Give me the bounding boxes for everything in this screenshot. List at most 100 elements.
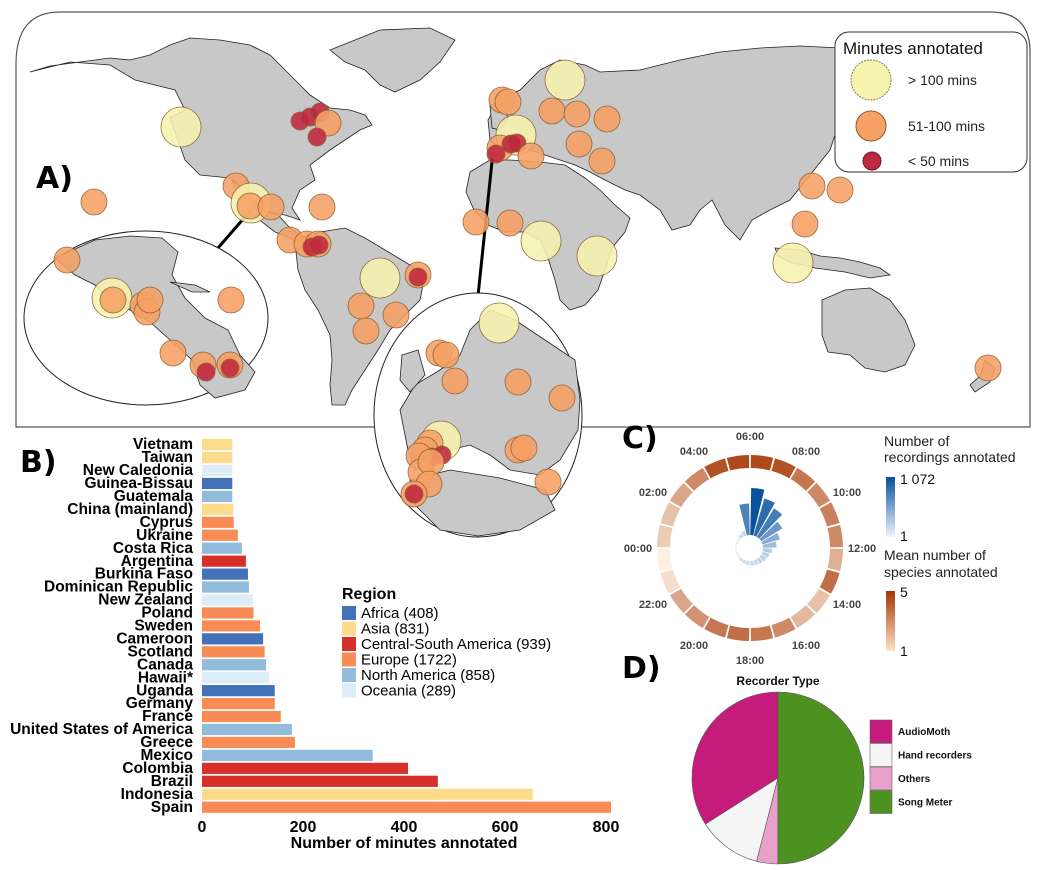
bar-category-label: Guatemala [114,488,194,505]
bar [202,607,254,619]
recordings-bar [742,559,747,564]
bar [202,542,242,554]
hour-label: 10:00 [833,487,861,499]
map-marker-medium [352,317,380,345]
hour-label: 12:00 [848,543,876,555]
bar [202,464,233,477]
recordings-scale-title-line2: recordings annotated [884,449,1016,465]
hour-label: 18:00 [736,655,764,667]
species-ring-segment [684,467,710,491]
species-scale-min: 1 [900,643,908,659]
bar-category-label: Hawaii* [138,669,194,686]
region-legend-swatch [342,668,356,682]
recordings-bar [741,530,747,537]
bar-category-label: Cyprus [140,514,193,531]
panel-label-b: B) [20,445,57,480]
bar [202,568,248,580]
recordings-bar [734,548,738,552]
x-tick-label: 400 [391,819,418,836]
map-legend-label-small: < 50 mins [908,153,969,169]
map-marker-medium [432,341,460,369]
map-marker-medium [565,130,593,158]
bar [202,594,254,606]
bar [202,633,264,645]
map-marker-medium [593,105,621,133]
bar [202,685,275,697]
hour-label: 06:00 [736,431,764,443]
pie-legend-label: Others [898,774,931,785]
map-marker-large [520,220,562,262]
map-marker-medium [494,88,522,116]
pie-slices [691,691,865,865]
bar-category-label: Sweden [134,618,193,635]
bar-category-label: Spain [151,799,193,816]
recordings-bar [759,554,767,562]
hour-label: 00:00 [624,543,652,555]
pie-slice [777,691,865,865]
bar-category-label: China (mainland) [67,501,193,518]
region-legend-swatch [342,683,356,698]
species-ring-segment [819,569,840,594]
map-marker-medium [517,142,545,170]
species-ring-segment [660,502,681,527]
species-ring-segment [790,605,816,629]
bar-category-label: Burkina Faso [95,566,193,583]
map-marker-medium [441,367,469,395]
region-legend-label: Central-South America (939) [361,636,551,653]
map-marker-medium [974,354,1002,382]
recordings-bar [761,532,780,545]
x-tick-label: 0 [198,819,207,836]
map-marker-medium [136,286,164,314]
recordings-bar [739,503,750,536]
map-marker-medium [538,97,566,125]
species-ring-segment [669,482,693,508]
map-marker-medium [257,193,285,221]
region-legend-swatch [342,652,356,667]
region-legend-swatch [342,621,356,636]
bar-category-label: Costa Rica [113,540,193,557]
recordings-color-bar [886,477,895,537]
recordings-scale-title-line1: Number of [884,433,949,449]
map-marker-medium [159,339,187,367]
map-marker-medium [53,246,81,274]
bar-category-label: New Zealand [98,592,193,609]
species-ring-segment [660,569,681,594]
map-legend-symbol-small [862,151,882,171]
map-marker-medium [308,193,336,221]
bar-category-label: Greece [140,734,193,751]
map-marker-medium [496,209,524,237]
species-ring-segment [704,617,729,638]
recordings-bar [753,498,775,537]
recordings-bar [756,557,763,564]
panel-label-d: D) [622,651,661,686]
recordings-bar [762,548,773,554]
species-scale-max: 5 [900,584,908,600]
species-ring-segment [807,588,831,614]
recordings-bar [735,540,739,545]
region-legend-label: Asia (831) [361,621,429,638]
bar [202,516,234,528]
x-axis-ticks: 0 200 400 600 800 [198,819,620,836]
pie-legend-label: AudioMoth [898,727,950,738]
panel-label-c: C) [622,421,658,456]
map-marker-small [486,144,506,164]
map-marker-small [307,127,327,147]
map-marker-medium [534,468,562,496]
hour-label: 22:00 [639,599,667,611]
map-legend: Minutes annotated > 100 mins 51-100 mins… [834,31,1028,173]
inset-land-cuba [169,281,211,293]
bar-category-label: Scotland [128,643,193,660]
recordings-bar [734,544,738,548]
recordings-bar [750,560,755,566]
map-legend-symbol-large [850,59,892,101]
pie-legend-label: Hand recorders [898,751,972,762]
bar [202,451,233,464]
bar-category-label: New Caledonia [83,462,194,479]
panel-d-pie-chart: D) Recorder Type AudioMoth Hand recorders… [622,651,972,865]
region-legend-label: North America (858) [361,667,495,684]
map-marker-medium [588,147,616,175]
species-ring-segment [819,502,840,527]
hour-label: 14:00 [833,599,861,611]
species-ring-segment [807,482,831,508]
map-marker-medium [347,292,375,320]
